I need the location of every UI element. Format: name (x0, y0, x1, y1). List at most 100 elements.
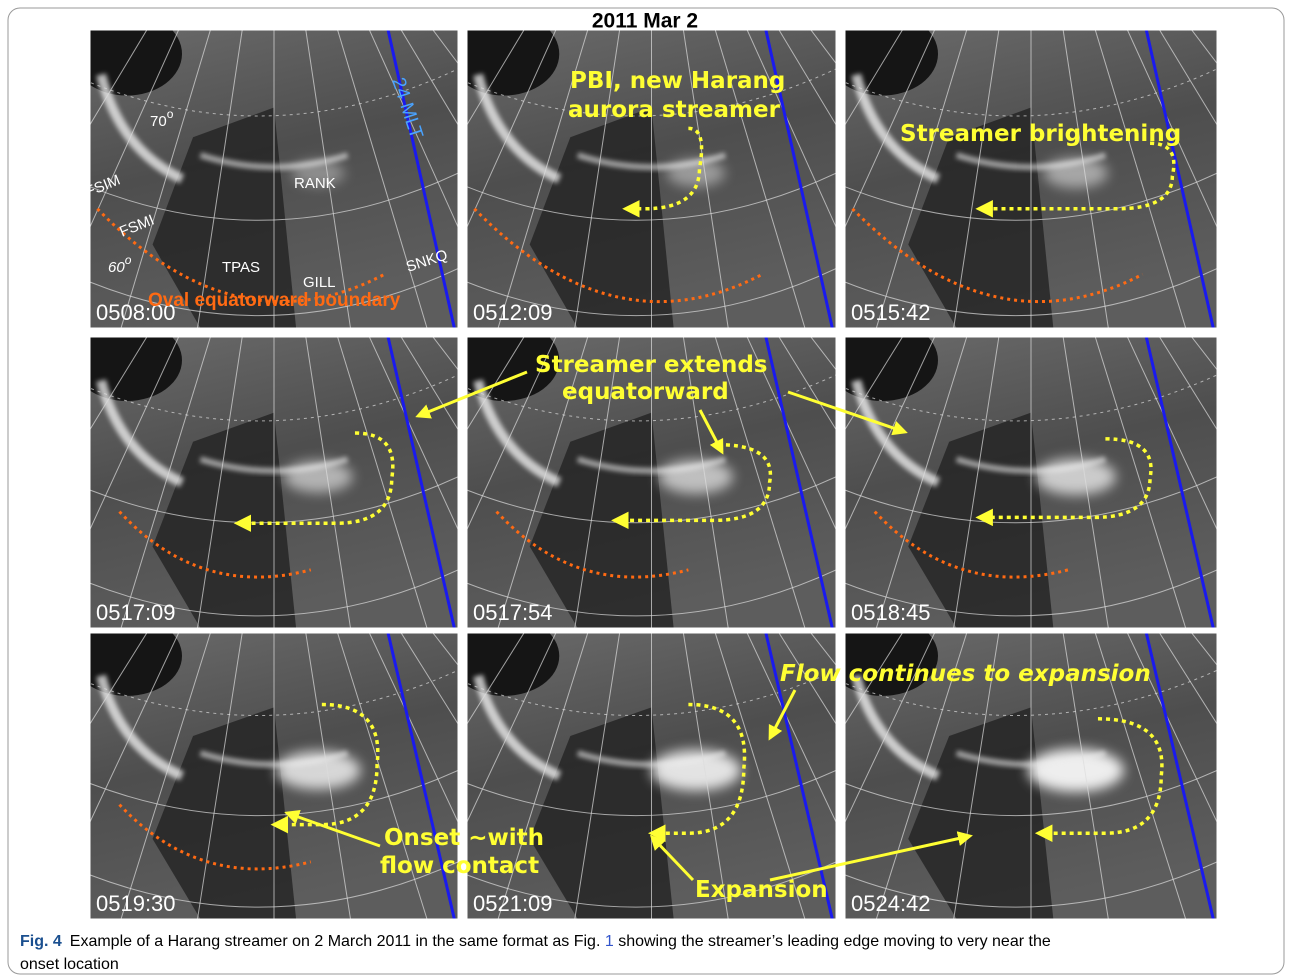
latitude (90, 172, 458, 221)
panel-border (844, 29, 1218, 329)
meridian (197, 30, 243, 328)
dark-region (152, 707, 297, 919)
meridian (368, 337, 458, 531)
timestamp: 0519:30 (96, 891, 176, 916)
annotation: flow contact (380, 853, 539, 879)
latitude (90, 476, 458, 524)
dark-region (529, 412, 674, 628)
oval-boundary (96, 207, 386, 304)
meridian (467, 30, 557, 229)
meridian (714, 337, 806, 628)
timestamp: 0518:45 (851, 600, 931, 625)
latitude (845, 861, 1217, 908)
dark-region (90, 30, 182, 96)
meridian (746, 337, 836, 531)
annotation: Expansion (695, 877, 828, 903)
meridian (845, 30, 936, 229)
latitude (90, 769, 458, 817)
streamer-outline (611, 442, 773, 530)
meridian (120, 337, 211, 628)
meridian (305, 633, 351, 919)
meridian (953, 30, 1000, 328)
latitude (467, 68, 836, 117)
meridian (1126, 30, 1217, 229)
latitude (467, 861, 836, 908)
mlt-meridian (764, 30, 834, 328)
mlt-meridian (1144, 633, 1215, 919)
panel (845, 337, 1217, 628)
caption: onset location (20, 956, 119, 973)
panel (467, 337, 836, 628)
meridian (845, 337, 936, 531)
streamer (275, 751, 361, 790)
latitude (90, 267, 458, 317)
meridian (953, 633, 1000, 919)
meridian (368, 30, 458, 229)
mlt-meridian (386, 633, 456, 919)
annotation: Streamer brightening (900, 121, 1181, 147)
dark-region (90, 633, 182, 696)
mlt-meridian (764, 337, 834, 628)
latitude (845, 267, 1217, 317)
dark-region (467, 30, 560, 96)
latitude (845, 68, 1217, 117)
mlt-meridian (764, 633, 834, 919)
annotation: Onset ~with (384, 825, 544, 851)
panel (845, 30, 1217, 328)
oval-boundary (873, 510, 1069, 579)
meridian (1094, 30, 1187, 328)
meridian (953, 337, 1000, 628)
meridian (875, 337, 968, 628)
meridian (467, 337, 557, 531)
latitude (90, 669, 458, 716)
streamer-outline (975, 141, 1176, 218)
panel-border (844, 336, 1218, 629)
annotation: PBI, new Harang (570, 68, 785, 94)
meridian (1126, 337, 1217, 531)
frame (7, 7, 1285, 975)
panel-border (844, 632, 1218, 920)
meridian (714, 633, 806, 919)
meridian (120, 633, 211, 919)
panel (467, 633, 836, 919)
panel (90, 633, 458, 919)
latitude (845, 669, 1217, 716)
panel-border (89, 632, 459, 920)
meridian (746, 30, 836, 229)
latitude (467, 569, 836, 617)
meridian (682, 337, 729, 628)
lat-label: 60o (108, 253, 132, 276)
oval-boundary (118, 510, 312, 579)
panel-border (89, 336, 459, 629)
meridian (337, 30, 428, 328)
meridian (197, 633, 243, 919)
meridian (746, 633, 836, 824)
meridian (1062, 337, 1109, 628)
annotation: Flow continues to expansion (780, 661, 1151, 687)
boundary-label: Oval equatorward boundary (148, 290, 401, 311)
meridian (875, 30, 968, 328)
latitude (845, 476, 1217, 524)
timestamp: 0515:42 (851, 300, 931, 325)
dark-region (908, 707, 1054, 919)
caption: Fig. 4 Example of a Harang streamer on 2 … (20, 933, 1051, 950)
meridian (875, 633, 968, 919)
annotation: Streamer extends (535, 352, 768, 378)
figure-title: 2011 Mar 2 (592, 10, 698, 33)
streamer-outline (975, 437, 1153, 527)
latitude (467, 267, 836, 317)
timestamp: 0512:09 (473, 300, 553, 325)
latitude (90, 68, 458, 117)
meridian (574, 30, 621, 328)
timestamp: 0524:42 (851, 891, 931, 916)
streamer (1027, 748, 1124, 792)
latitude (467, 374, 836, 422)
meridian (714, 30, 806, 328)
meridian (1126, 633, 1217, 824)
meridian (497, 337, 589, 628)
dark-region (152, 412, 297, 628)
meridian (337, 337, 428, 628)
panel (467, 30, 836, 328)
meridian (467, 633, 557, 824)
meridian (90, 633, 180, 824)
